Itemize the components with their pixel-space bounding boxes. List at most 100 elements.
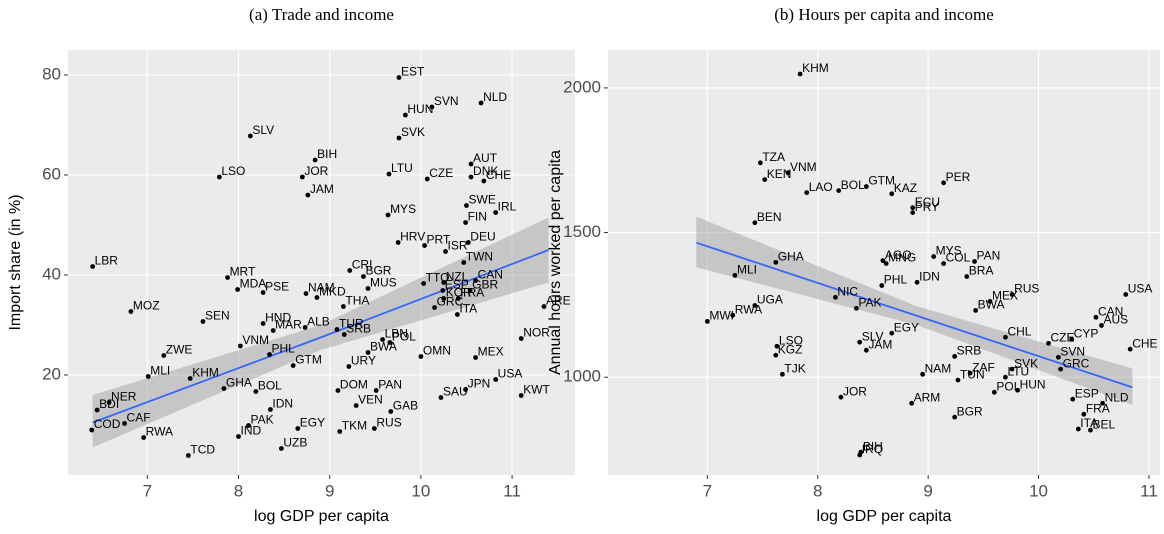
point-label: KHM bbox=[802, 61, 829, 75]
point-label: BOL bbox=[841, 178, 865, 192]
point-label: COL bbox=[946, 251, 971, 265]
point bbox=[773, 259, 779, 265]
point-label: LTU bbox=[1007, 364, 1029, 378]
point-label: KOR bbox=[446, 286, 472, 300]
point bbox=[493, 377, 499, 382]
point bbox=[468, 161, 474, 167]
point-label: PHL bbox=[884, 273, 908, 287]
point bbox=[1088, 427, 1093, 433]
point bbox=[260, 321, 266, 326]
point-label: ESP bbox=[1075, 386, 1099, 400]
point-label: MLI bbox=[737, 263, 757, 277]
point bbox=[402, 112, 408, 118]
point bbox=[463, 220, 468, 225]
point-label: CRI bbox=[352, 258, 373, 272]
point-label: LAO bbox=[809, 180, 833, 194]
point bbox=[305, 192, 311, 198]
point-label: PHL bbox=[272, 342, 296, 356]
point bbox=[752, 220, 758, 226]
point-label: GAB bbox=[393, 399, 418, 413]
point-label: SLV bbox=[862, 329, 884, 343]
point bbox=[920, 371, 926, 377]
point-label: ITA bbox=[1080, 416, 1098, 430]
y-tick-label: 80 bbox=[42, 64, 61, 83]
x-tick-label: 11 bbox=[503, 481, 521, 500]
point bbox=[386, 171, 392, 177]
point bbox=[1009, 292, 1015, 297]
point bbox=[396, 135, 402, 141]
point-label: EGY bbox=[300, 416, 325, 430]
y-tick-label: 40 bbox=[42, 264, 61, 283]
point-label: TZA bbox=[762, 150, 785, 164]
point-label: HRV bbox=[400, 230, 425, 244]
point-label: CHE bbox=[1132, 336, 1157, 350]
point bbox=[467, 288, 473, 293]
point bbox=[493, 210, 499, 215]
point-label: LSO bbox=[221, 164, 245, 178]
point bbox=[185, 453, 191, 458]
point bbox=[481, 178, 487, 184]
point bbox=[106, 400, 112, 405]
point-label: BIH bbox=[317, 147, 337, 161]
point bbox=[1081, 411, 1087, 417]
point-label: PSE bbox=[265, 280, 289, 294]
point bbox=[973, 307, 979, 313]
point bbox=[732, 272, 738, 278]
point bbox=[454, 312, 460, 317]
point-label: USA bbox=[1128, 282, 1153, 296]
point-label: VNM bbox=[790, 160, 817, 174]
point bbox=[438, 395, 444, 400]
point bbox=[341, 332, 347, 337]
point bbox=[89, 427, 95, 433]
point bbox=[1099, 323, 1104, 328]
point-label: LTU bbox=[391, 161, 413, 175]
point bbox=[804, 190, 810, 196]
point-label: NAM bbox=[308, 281, 335, 295]
point-label: EGY bbox=[894, 320, 919, 334]
point-label: PER bbox=[946, 170, 971, 184]
point-label: CHE bbox=[486, 168, 511, 182]
point-label: PAK bbox=[858, 296, 881, 310]
point-label: SEN bbox=[205, 309, 230, 323]
point-label: RWA bbox=[735, 302, 762, 316]
point bbox=[704, 318, 710, 324]
point-label: JOR bbox=[304, 164, 328, 178]
point bbox=[1093, 314, 1099, 320]
point bbox=[955, 377, 961, 383]
x-axis-title: log GDP per capita bbox=[254, 508, 389, 525]
point bbox=[941, 180, 947, 186]
point-label: UZB bbox=[283, 436, 307, 450]
point bbox=[365, 350, 371, 355]
point bbox=[857, 452, 863, 458]
point-label: TUR bbox=[339, 317, 364, 331]
point bbox=[221, 386, 227, 391]
point-label: KAZ bbox=[894, 181, 917, 195]
point bbox=[836, 188, 842, 194]
point-label: CZE bbox=[429, 166, 453, 180]
point-label: LSO bbox=[779, 333, 803, 347]
point-label: SLV bbox=[252, 123, 274, 137]
point-label: MNG bbox=[888, 251, 916, 265]
point bbox=[94, 407, 100, 413]
point bbox=[236, 434, 241, 439]
point-label: AUT bbox=[473, 151, 498, 165]
point-label: ZWE bbox=[166, 343, 193, 357]
point bbox=[353, 403, 359, 408]
point bbox=[253, 389, 259, 394]
point bbox=[1058, 366, 1064, 372]
point-label: MLI bbox=[150, 364, 170, 378]
point bbox=[395, 240, 401, 245]
point bbox=[1015, 387, 1020, 393]
point bbox=[443, 249, 448, 254]
point bbox=[889, 330, 895, 336]
point-label: URY bbox=[351, 354, 376, 368]
point bbox=[387, 340, 393, 345]
point bbox=[246, 423, 251, 428]
point bbox=[461, 260, 467, 265]
point-label: BWA bbox=[978, 298, 1005, 312]
point bbox=[964, 274, 970, 279]
point bbox=[388, 409, 394, 414]
point-label: RWA bbox=[146, 425, 173, 439]
point bbox=[361, 274, 366, 279]
